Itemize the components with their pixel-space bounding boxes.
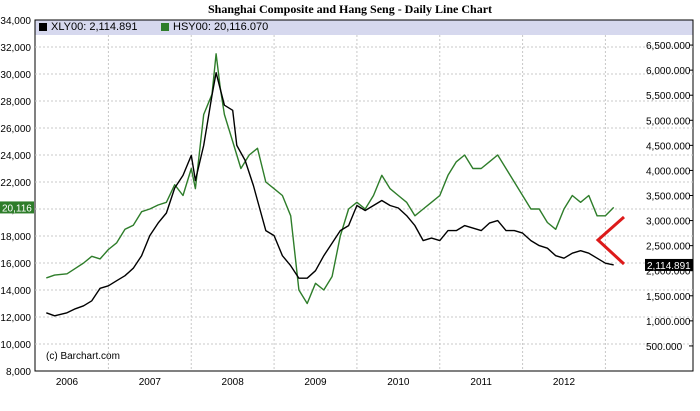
legend-label-xly: XLY00: 2,114.891	[51, 21, 138, 33]
right-tick-label: 4,500.000	[646, 141, 691, 152]
grid-lines	[35, 35, 693, 371]
right-tick-label: 1,000.000	[646, 317, 691, 328]
left-tick-label: 22,000	[0, 178, 31, 189]
red-arrow-annotation	[595, 215, 626, 266]
left-tick-label: 18,000	[0, 232, 31, 243]
series-lines	[46, 53, 615, 317]
last-value-label-xly00: 2,114.891	[647, 261, 691, 272]
last-value-box-hsy00	[0, 201, 34, 214]
last-value-label-hsy00: 20,116	[2, 203, 32, 214]
left-tick-label: 26,000	[0, 124, 31, 135]
x-tick-label: 2006	[56, 377, 79, 388]
left-tick-label: 34,000	[0, 16, 31, 27]
copyright-text: (c) Barchart.com	[46, 351, 120, 362]
right-tick-label: 6,000.000	[646, 66, 691, 77]
right-tick-label: 4,000.000	[646, 166, 691, 177]
right-tick-label: 6,500.000	[646, 41, 691, 52]
right-tick-label: 1,500.000	[646, 292, 691, 303]
right-tick-label: 3,000.000	[646, 217, 691, 228]
left-axis-ticks: 8,00010,00012,00014,00016,00018,00020,00…	[0, 16, 31, 378]
left-tick-label: 30,000	[0, 70, 31, 81]
plot-frame	[34, 19, 694, 372]
left-tick-label: 28,000	[0, 97, 31, 108]
x-axis-ticks: 2006 2007 2008 2009 2010 2011 2012	[56, 377, 576, 388]
legend-item-hsy: HSY00: 20,116.070	[161, 21, 268, 33]
x-tick-label: 2007	[139, 377, 162, 388]
left-tick-label: 24,000	[0, 151, 31, 162]
legend-bar: XLY00: 2,114.891 HSY00: 20,116.070	[35, 20, 693, 35]
last-value-box-xly00	[645, 258, 693, 271]
right-tick-label: 3,500.000	[646, 192, 691, 203]
legend-swatch-hsy	[161, 23, 169, 31]
x-tick-label: 2009	[304, 377, 327, 388]
right-tick-label: 5,000.000	[646, 116, 691, 127]
right-tick-label: 5,500.000	[646, 91, 691, 102]
right-tick-label: 2,500.000	[646, 242, 691, 253]
annotation	[595, 215, 626, 266]
left-tick-label: 10,000	[0, 340, 31, 351]
series-line-xly00	[46, 71, 614, 317]
left-tick-label: 32,000	[0, 43, 31, 54]
legend-label-hsy: HSY00: 20,116.070	[173, 21, 269, 33]
x-tick-label: 2008	[222, 377, 245, 388]
legend-item-xly: XLY00: 2,114.891	[39, 21, 137, 33]
right-tick-label: 2,000.000	[646, 267, 691, 278]
left-tick-label: 12,000	[0, 313, 31, 324]
left-tick-label: 8,000	[6, 367, 31, 378]
right-axis-ticks: 500.000 1,000.000 1,500.000 2,000.000 2,500.…	[646, 41, 693, 353]
left-tick-label: 16,000	[0, 259, 31, 270]
right-tick-label: 500.000	[646, 342, 683, 353]
left-tick-label: 14,000	[0, 286, 31, 297]
series-line-hsy00	[46, 53, 615, 305]
last-value-labels: 20,116 2,114.891	[0, 201, 693, 272]
x-tick-label: 2011	[470, 377, 492, 388]
x-tick-label: 2010	[387, 377, 410, 388]
x-tick-label: 2012	[553, 377, 576, 388]
legend-swatch-xly	[39, 23, 47, 31]
chart-title: Shanghai Composite and Hang Seng - Daily…	[207, 2, 493, 16]
